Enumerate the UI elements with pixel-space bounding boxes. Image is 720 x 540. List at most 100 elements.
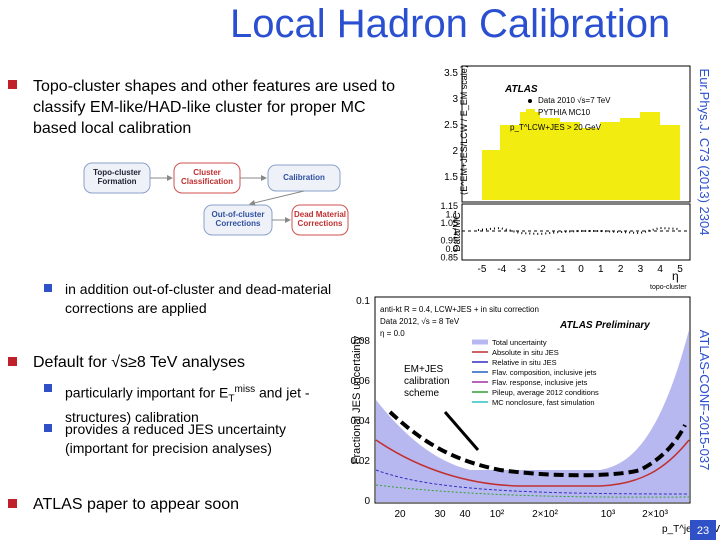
y-tick-label: 0.1 [356,296,370,307]
plot-text: p_T^LCW+JES > 20 GeV [510,123,602,132]
legend-entry: Data 2010 √s=7 TeV [538,96,611,105]
text: Dead Material Corrections [293,210,347,228]
y-tick-label: 2.5 [444,120,458,131]
text: particularly important for E [65,384,229,401]
curve [375,439,690,487]
x-tick-label: 2 [618,264,624,275]
sub-bullet: particularly important for ETmiss and je… [65,380,355,427]
axis-label: Data/MC [452,212,463,251]
reference: Eur.Phys.J. C73 (2013) 2304 [697,69,712,236]
text: Topo-cluster Formation [93,168,141,186]
legend-entry: Total uncertainty [492,338,547,347]
sub-bullet: provides a reduced JES uncertainty (impo… [65,421,287,456]
x-tick-label: -5 [478,264,487,275]
text: T [228,393,235,405]
y-tick-label: 1 [453,227,458,237]
x-tick-label: -3 [517,264,526,275]
x-tick-label: 1 [598,264,604,275]
text: and jet -structures) calibration [65,384,310,426]
plot-text: η = 0.0 [380,329,405,338]
legend-entry: Pileup, average 2012 conditions [492,388,599,397]
bullet-marker [44,284,52,292]
em-jes-curve [388,410,687,478]
legend-entry: Flav. composition, inclusive jets [492,368,597,377]
text: miss [234,384,256,395]
y-tick-label: 0.02 [351,456,371,467]
bullet-marker [8,80,17,89]
x-tick-label: 40 [459,509,471,520]
bullet-marker [44,384,52,392]
axis-label: η [672,269,679,283]
legend-marker [526,109,535,115]
x-tick-label: 2×10² [532,509,559,520]
page-badge [690,520,716,540]
uncertainty-band [376,330,689,502]
y-tick-label: 0 [364,496,370,507]
x-tick-label: 5 [677,264,683,275]
diagram: Topo-cluster Formation Cluster Classific… [83,162,349,236]
axis-label: Fractional JES uncertainty [351,335,363,464]
bullet: Topo-cluster shapes and other features a… [33,78,395,137]
bullet-marker [44,424,52,432]
y-tick-label: 0.08 [351,336,371,347]
curve [375,469,690,495]
bullet: Default for √s≥8 TeV analyses [33,354,246,371]
node-label: Cluster Classification [180,168,233,186]
axis-label: topo-cluster [650,284,687,291]
text: EM+JES calibration scheme [404,364,450,399]
node-label: Topo-cluster Formation [93,168,141,186]
reference: ATLAS-CONF-2015-037 [697,330,712,471]
page-number: 23 [697,525,709,537]
y-tick-label: 3.5 [444,68,458,79]
arrow [443,411,480,451]
x-tick-label: 4 [657,264,663,275]
plot-text: ATLAS [504,84,538,95]
y-tick-label: 1.15 [440,201,458,211]
histogram-area [482,112,680,200]
text: Out-of-cluster Corrections [211,210,265,228]
x-tick-label: 3 [638,264,644,275]
node-label: Out-of-cluster Corrections [211,210,265,228]
bullet-marker [8,357,17,366]
axis-label: ⟨E^EM+JES/LCW / E_EM scale⟩ [459,65,469,196]
x-tick-label: 2×10³ [642,509,669,520]
node-label: Calibration [283,173,325,182]
x-tick-label: -2 [537,264,546,275]
y-tick-label: 0.9 [445,244,458,254]
plot-text: ATLAS Preliminary [559,320,650,331]
x-tick-label: -4 [497,264,506,275]
y-tick-label: 2 [452,146,458,157]
ratio-frame [461,203,691,261]
x-tick-label: 0 [578,264,584,275]
legend-entry: Relative in situ JES [492,358,557,367]
x-tick-label: 20 [394,509,406,520]
x-tick-label: 10² [490,509,505,520]
sub-bullet: in addition out-of-cluster and dead-mate… [65,281,332,316]
plot: ⟨E^EM+JES/LCW / E_EM scale⟩ ATLAS Data 2… [440,65,691,291]
y-tick-label: 0.06 [351,376,371,387]
y-tick-label: 3 [452,94,458,105]
plot: Fractional JES uncertainty anti-kt R = 0… [351,296,720,535]
annotation: EM+JES calibration scheme [404,364,450,399]
node [291,204,349,236]
node-label: Dead Material Corrections [293,210,347,228]
text: Cluster Classification [180,168,233,186]
y-tick-label: 1.1 [445,210,458,220]
plot-text: anti-kt R = 0.4, LCW+JES + in situ corre… [380,305,539,314]
legend-marker [528,99,532,103]
y-tick-label: 0.95 [440,235,458,245]
x-tick-label: -1 [557,264,566,275]
x-tick-label: 30 [434,509,446,520]
arrow [249,190,305,206]
bullet-marker [8,499,17,508]
legend-entry: Flav. response, inclusive jets [492,378,588,387]
y-tick-label: 1.05 [440,218,458,228]
plot-text: Data 2012, √s = 8 TeV [380,317,460,326]
bullet: ATLAS paper to appear soon [33,496,240,513]
y-tick-label: 0.04 [351,416,371,427]
legend-entry: PYTHIA MC10 [538,108,591,117]
legend-entry: Absolute in situ JES [492,348,559,357]
title: Local Hadron Calibration [230,2,671,46]
